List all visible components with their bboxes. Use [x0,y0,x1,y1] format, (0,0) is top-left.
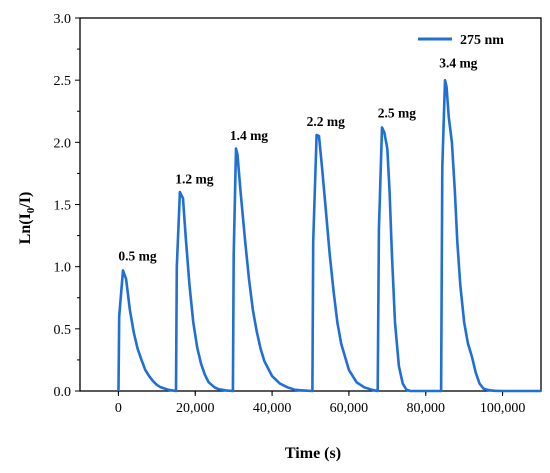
y-tick-label: 1.5 [54,199,72,214]
annotation-label: 0.5 mg [118,248,156,263]
x-tick-label: 60,000 [330,401,369,416]
x-tick-label: 80,000 [407,401,446,416]
y-tick-label: 3.0 [54,12,72,27]
series-layer [117,78,541,393]
legend-label: 275 nm [460,33,504,48]
annotation-label: 2.5 mg [378,105,416,120]
x-axis-title: Time (s) [285,445,341,462]
y-tick-label: 2.5 [54,74,72,89]
y-axis: 0.0 0.5 1.0 1.5 2.0 2.5 3.0 [54,12,80,400]
plot-frame [79,17,542,392]
legend: 275 nm [418,33,504,48]
x-axis: 0 20,000 40,000 60,000 80,000 100,000 [115,391,525,416]
plot-border [79,17,542,392]
x-tick-label: 20,000 [176,401,215,416]
y-tick-label: 0.0 [54,385,72,400]
annotation-label: 2.2 mg [307,114,345,129]
y-axis-title: Ln(I0/I) [17,192,37,245]
y-axis-title-part-2: /I) [17,192,34,209]
annotation-label: 3.4 mg [439,56,477,71]
series-line-0 [117,78,541,393]
x-tick-label: 0 [115,401,122,416]
x-tick-label: 100,000 [480,401,526,416]
annotation-label: 1.4 mg [230,128,268,143]
annotation-label: 1.2 mg [175,171,213,186]
y-tick-label: 1.0 [54,261,72,276]
x-tick-label: 40,000 [253,401,292,416]
annotations: 0.5 mg 1.2 mg 1.4 mg 2.2 mg 2.5 mg 3.4 mg [118,56,477,264]
y-tick-label: 2.0 [54,136,72,151]
y-axis-title-subscript: 0 [25,207,37,213]
y-axis-title-part-1: Ln(I [17,213,34,244]
y-tick-label: 0.5 [54,323,72,338]
